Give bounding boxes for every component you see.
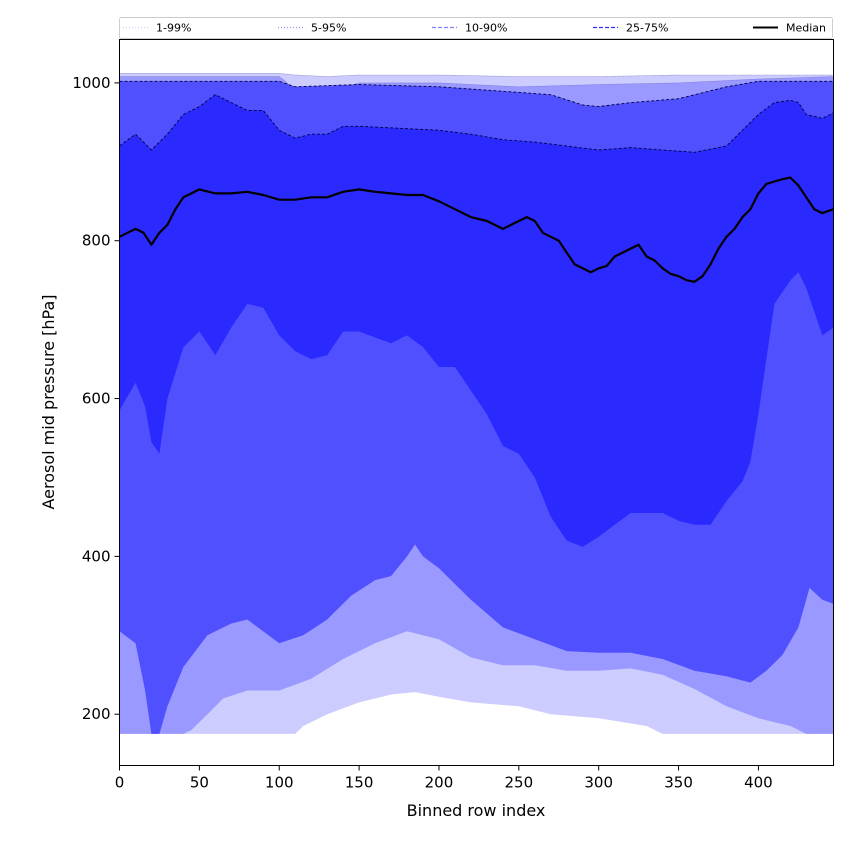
legend-label: 1-99%	[156, 22, 191, 35]
band-25-75pct	[119, 94, 834, 547]
legend-label: 10-90%	[465, 22, 507, 35]
bands-layer	[119, 73, 834, 734]
band-upper-edge	[119, 94, 834, 153]
x-tick-label: 400	[744, 774, 773, 792]
legend: 1-99% 5-95% 10-90% 25-75% Median	[119, 17, 833, 39]
x-axis: 0 50 100 150 200 250 300 350 400	[115, 765, 773, 792]
x-axis-label: Binned row index	[407, 801, 546, 820]
y-axis: 200 400 600 800 1000	[72, 74, 120, 723]
legend-label: Median	[786, 22, 826, 35]
x-tick-label: 100	[265, 774, 294, 792]
x-tick-label: 50	[190, 774, 209, 792]
y-tick-label: 400	[82, 547, 111, 565]
y-tick-label: 1000	[72, 74, 110, 92]
median-layer	[119, 176, 834, 283]
legend-label: 5-95%	[311, 22, 346, 35]
x-tick-label: 0	[115, 774, 125, 792]
x-tick-label: 200	[425, 774, 454, 792]
median-line	[119, 176, 834, 283]
y-tick-label: 600	[82, 390, 111, 408]
y-tick-label: 200	[82, 705, 111, 723]
y-tick-label: 800	[82, 232, 111, 250]
plot-frame	[119, 39, 834, 766]
y-axis-label: Aerosol mid pressure [hPa]	[39, 294, 58, 509]
legend-label: 25-75%	[626, 22, 668, 35]
x-tick-label: 350	[664, 774, 693, 792]
band-upper-edge	[119, 80, 834, 108]
x-tick-label: 150	[345, 774, 374, 792]
x-tick-label: 250	[505, 774, 534, 792]
band-upper-edge	[119, 73, 834, 77]
x-tick-label: 300	[584, 774, 613, 792]
legend-box	[119, 17, 833, 39]
